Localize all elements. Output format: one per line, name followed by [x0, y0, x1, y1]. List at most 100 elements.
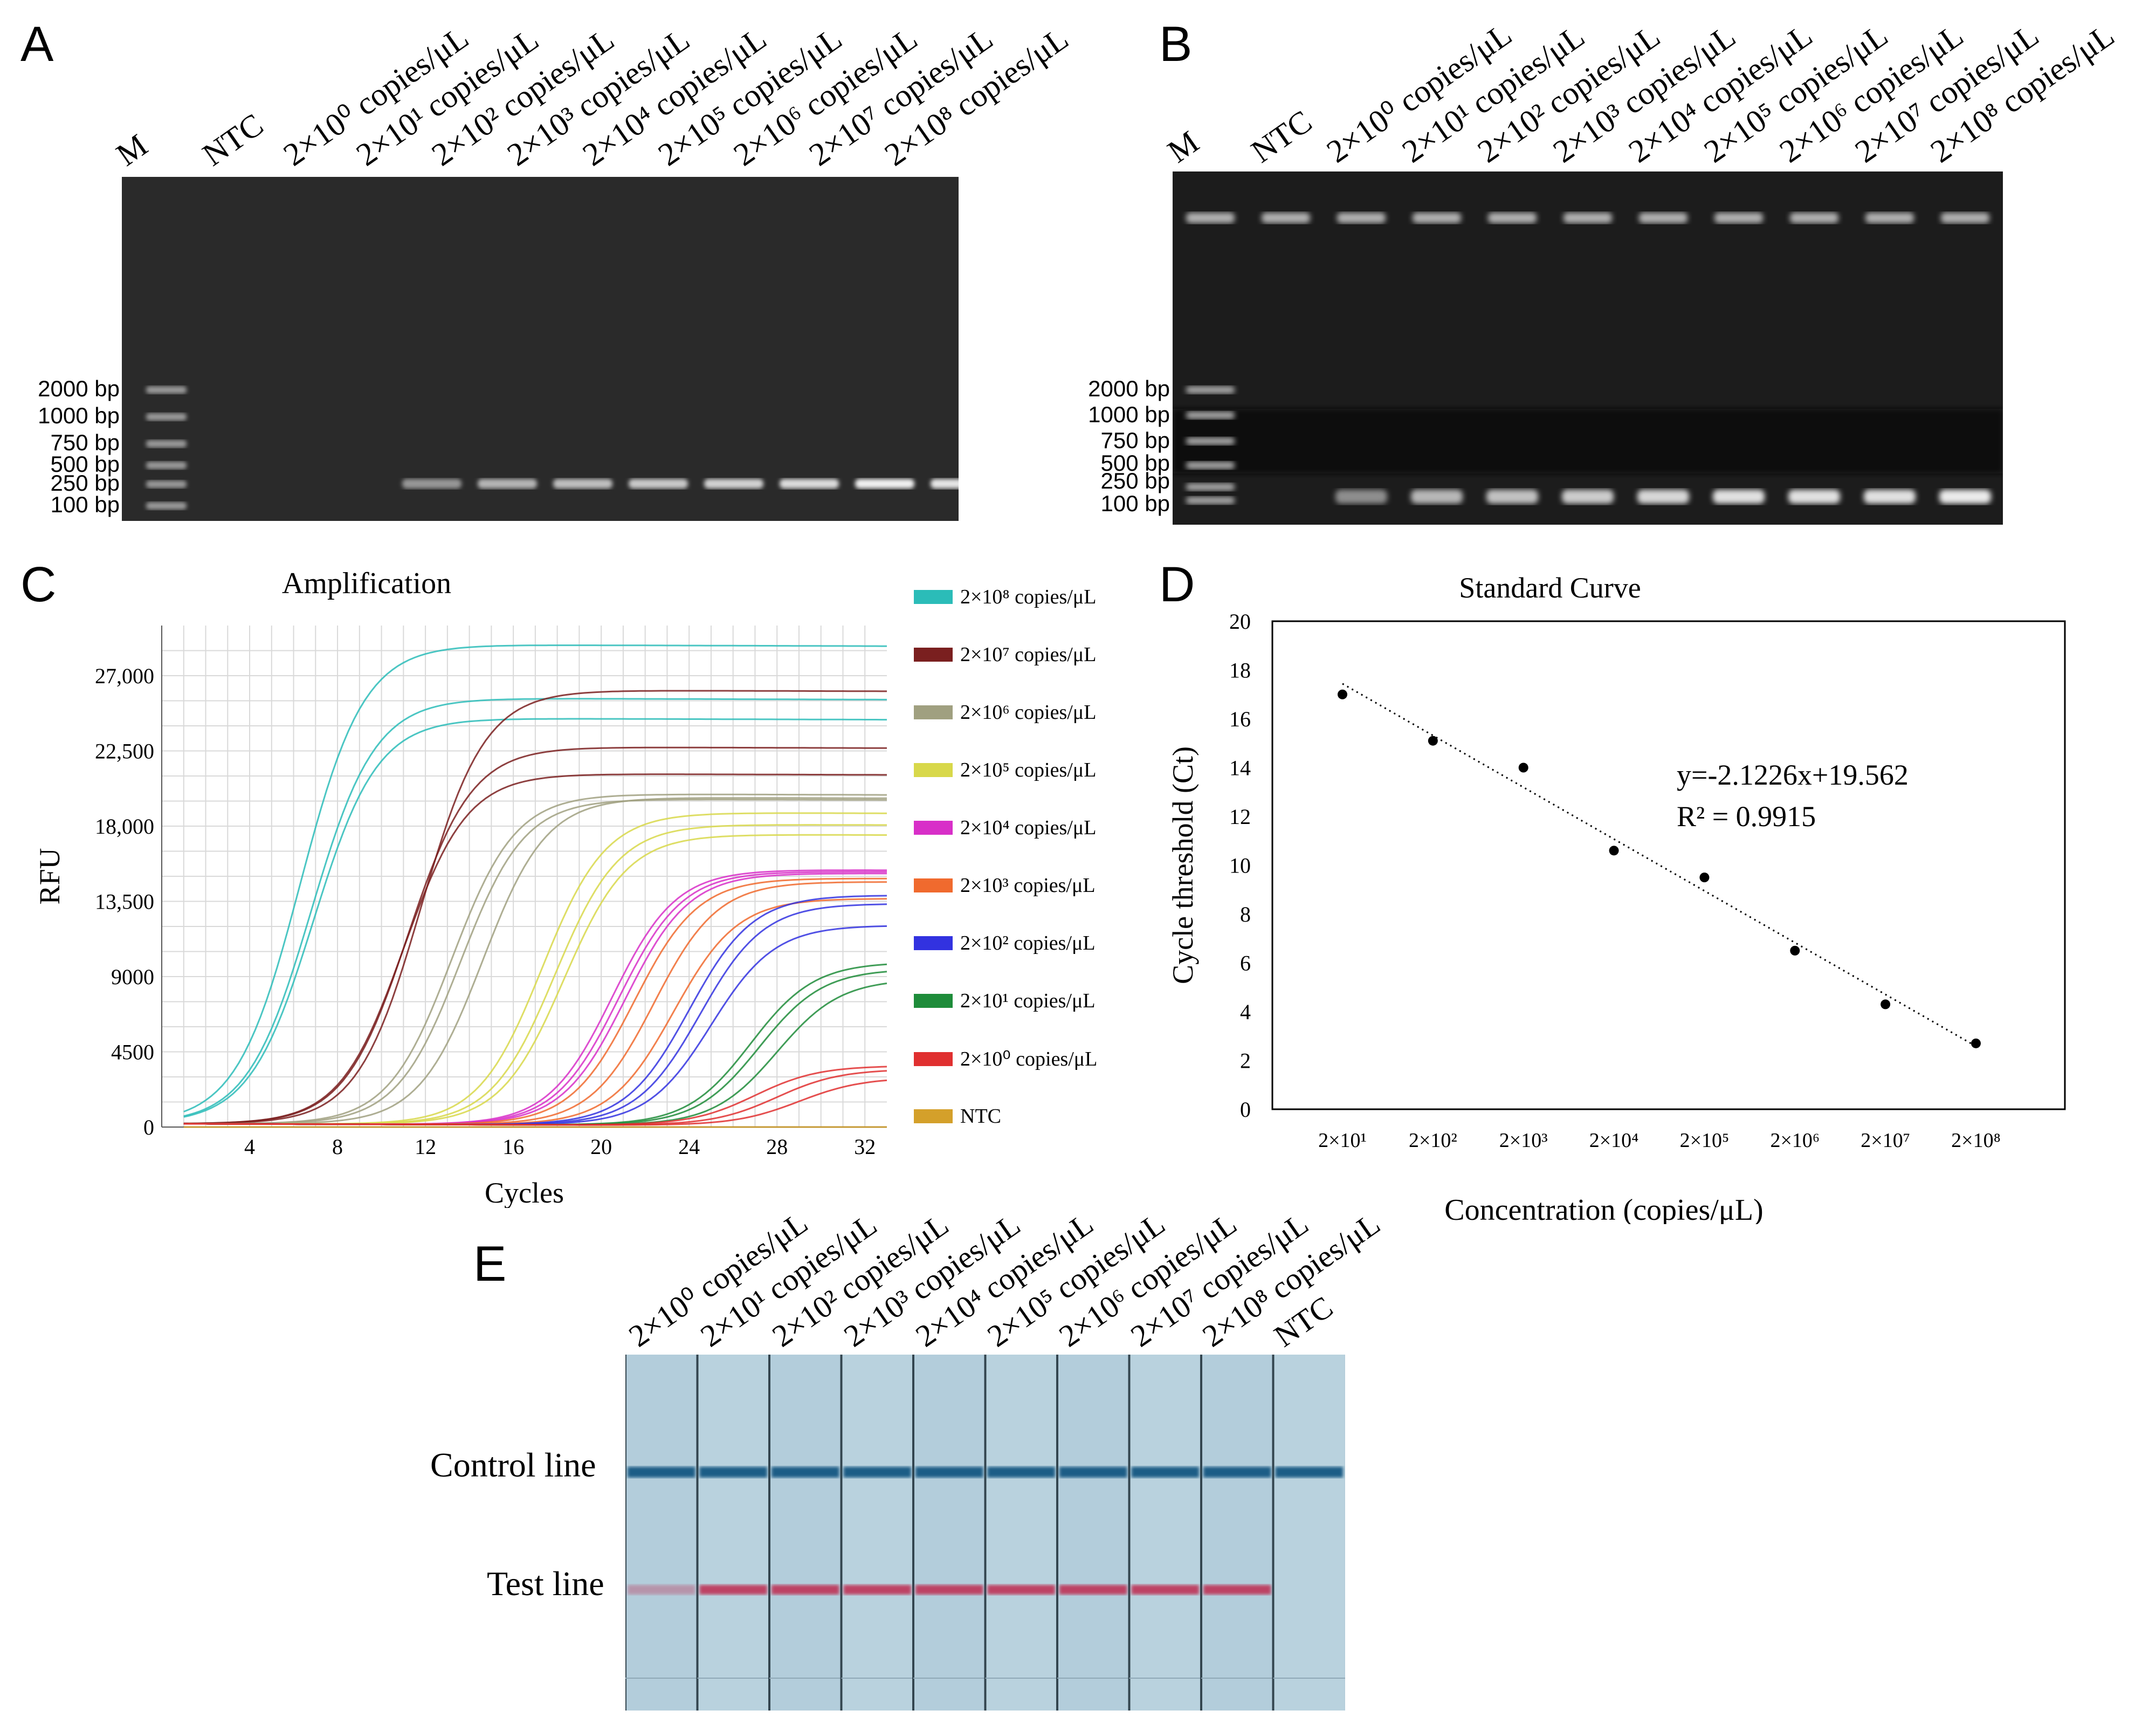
y-tick-label: 12 — [1229, 805, 1251, 829]
pcr-band — [1486, 490, 1538, 504]
r-squared: R² = 0.9915 — [1677, 800, 1816, 833]
y-tick-label: 8 — [1240, 902, 1251, 926]
y-axis-label: Cycle threshold (Ct) — [1167, 746, 1199, 984]
legend-item: 2×10² copies/μL — [914, 931, 1096, 955]
regression-equation: y=-2.1226x+19.562 — [1677, 759, 1909, 791]
legend-swatch — [914, 878, 953, 892]
ladder-size-label: 250 bp — [50, 470, 120, 496]
legend-item: NTC — [914, 1104, 1001, 1128]
pcr-band — [1864, 490, 1916, 504]
data-point — [1518, 763, 1528, 773]
lane-label: M — [1161, 123, 1206, 170]
y-tick-label: 13,500 — [95, 890, 154, 914]
y-tick-label: 6 — [1240, 951, 1251, 976]
ladder-band — [1186, 462, 1235, 469]
test-line — [772, 1585, 839, 1595]
amplification-curve — [183, 773, 887, 1124]
ladder-size-label: 500 bp — [1100, 450, 1170, 476]
test-strip — [770, 1355, 841, 1711]
data-point — [1338, 689, 1347, 699]
pcr-band — [1788, 490, 1840, 504]
control-line — [843, 1467, 911, 1478]
y-tick-label: 18,000 — [95, 814, 154, 839]
pcr-band — [402, 479, 461, 489]
control-line — [915, 1467, 983, 1478]
series-0 — [183, 644, 887, 1118]
y-tick-label: 27,000 — [95, 664, 154, 688]
x-tick-label: 28 — [766, 1135, 788, 1159]
x-axis-label: Cycles — [485, 1177, 564, 1208]
test-line — [915, 1585, 983, 1595]
test-line — [699, 1585, 767, 1595]
ladder-size-label: 100 bp — [1100, 491, 1170, 516]
pcr-band — [478, 479, 537, 489]
test-line — [1131, 1585, 1199, 1595]
series-8 — [183, 1066, 887, 1126]
test-line — [987, 1585, 1055, 1595]
x-tick-label: 2×10⁷ — [1861, 1129, 1910, 1152]
test-line-label: Test line — [487, 1564, 604, 1603]
data-point — [1428, 736, 1438, 746]
y-tick-label: 9000 — [111, 965, 154, 989]
pcr-band — [1939, 490, 1991, 504]
well-band — [1941, 212, 1989, 223]
control-line — [772, 1467, 839, 1478]
ladder-size-label: 250 bp — [1100, 468, 1170, 493]
control-line — [699, 1467, 767, 1478]
data-point — [1971, 1038, 1981, 1048]
legend-item: 2×10⁴ copies/μL — [914, 816, 1096, 840]
pcr-band — [1335, 490, 1387, 504]
y-tick-label: 22,500 — [95, 739, 154, 764]
control-line — [1203, 1467, 1271, 1478]
well-band — [1714, 212, 1763, 223]
control-line — [628, 1467, 695, 1478]
legend-item: 2×10⁶ copies/μL — [914, 700, 1096, 724]
y-tick-label: 18 — [1229, 658, 1251, 683]
legend-swatch — [914, 648, 953, 662]
pcr-band — [931, 479, 990, 489]
series-1 — [183, 690, 887, 1124]
pcr-band — [855, 479, 914, 489]
y-tick-label: 0 — [1240, 1097, 1251, 1122]
gel-b-image — [1173, 171, 2003, 525]
pcr-band — [1562, 490, 1614, 504]
y-tick-label: 4500 — [111, 1040, 154, 1064]
gel-a-image — [122, 177, 990, 521]
x-tick-label: 4 — [244, 1135, 255, 1159]
test-line — [843, 1585, 911, 1595]
control-line — [987, 1467, 1055, 1478]
ladder-band — [1186, 437, 1235, 445]
x-tick-label: 2×10⁵ — [1680, 1129, 1730, 1152]
x-tick-label: 8 — [332, 1135, 343, 1159]
lane-label: NTC — [1244, 103, 1319, 170]
y-axis-label: RFU — [33, 848, 66, 904]
legend-swatch — [914, 1109, 953, 1123]
test-strip — [986, 1355, 1056, 1711]
control-line — [1131, 1467, 1199, 1478]
data-point — [1609, 846, 1619, 856]
control-line-label: Control line — [430, 1446, 596, 1484]
ladder-size-label: 1000 bp — [38, 403, 120, 428]
legend-label: 2×10⁴ copies/μL — [960, 816, 1097, 839]
well-band — [1488, 212, 1537, 223]
legend-swatch — [914, 763, 953, 777]
legend-item: 2×10⁵ copies/μL — [914, 758, 1096, 782]
gel-b-bands — [1173, 212, 2003, 504]
data-point — [1790, 945, 1800, 956]
well-band — [1790, 212, 1838, 223]
legend-label: 2×10⁰ copies/μL — [960, 1048, 1098, 1070]
amplification-curve — [183, 690, 887, 1124]
legend-label: 2×10² copies/μL — [960, 932, 1096, 954]
legend-item: 2×10¹ copies/μL — [914, 989, 1096, 1013]
amplification-curve — [183, 644, 887, 1112]
series-2 — [183, 793, 887, 1125]
panel-label-e: E — [473, 1237, 507, 1292]
control-line — [1059, 1467, 1127, 1478]
pcr-band — [704, 479, 763, 489]
x-tick-label: 24 — [678, 1135, 700, 1159]
ladder-band — [146, 462, 187, 469]
legend-swatch — [914, 590, 953, 604]
test-strip — [914, 1355, 984, 1711]
ladder-size-label: 750 bp — [50, 430, 120, 455]
legend-swatch — [914, 936, 953, 950]
